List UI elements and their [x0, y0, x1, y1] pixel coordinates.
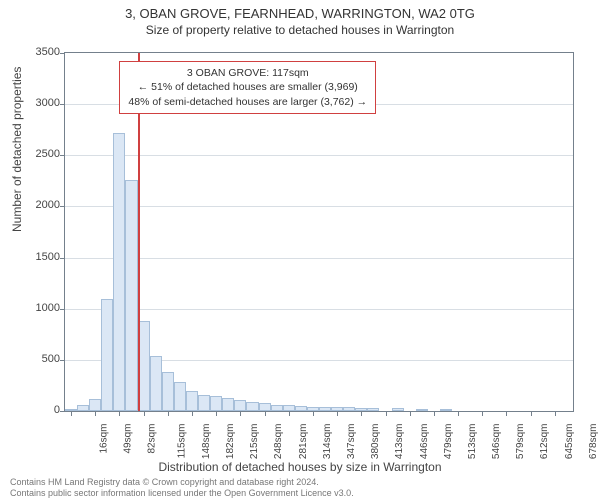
footer-line-1: Contains HM Land Registry data © Crown c… — [10, 477, 354, 487]
histogram-bar — [392, 408, 404, 411]
page-title-2: Size of property relative to detached ho… — [0, 21, 600, 37]
x-tick-label: 49sqm — [123, 424, 134, 454]
x-tick-label: 513sqm — [467, 424, 478, 460]
x-tick-mark — [289, 411, 290, 416]
histogram-bar — [222, 398, 234, 411]
y-tick-mark — [60, 411, 65, 412]
x-tick-label: 446sqm — [419, 424, 430, 460]
x-tick-label: 82sqm — [147, 424, 158, 454]
histogram-bar — [101, 299, 113, 412]
x-tick-mark — [71, 411, 72, 416]
x-tick-label: 645sqm — [564, 424, 575, 460]
histogram-bar — [186, 391, 198, 411]
y-tick-label: 2500 — [6, 148, 60, 160]
x-tick-label: 16sqm — [99, 424, 110, 454]
x-tick-label: 380sqm — [370, 424, 381, 460]
y-tick-mark — [60, 155, 65, 156]
property-annotation: 3 OBAN GROVE: 117sqm← 51% of detached ho… — [119, 61, 376, 114]
x-tick-label: 281sqm — [298, 424, 309, 460]
y-tick-label: 500 — [6, 353, 60, 365]
histogram-bar — [295, 406, 307, 411]
footer-attribution: Contains HM Land Registry data © Crown c… — [10, 477, 354, 498]
x-tick-label: 148sqm — [201, 424, 212, 460]
y-tick-mark — [60, 206, 65, 207]
x-tick-label: 347sqm — [346, 424, 357, 460]
grid-line — [65, 206, 573, 207]
histogram-bar — [77, 405, 89, 411]
y-tick-label: 3000 — [6, 97, 60, 109]
x-tick-mark — [434, 411, 435, 416]
x-tick-label: 314sqm — [322, 424, 333, 460]
x-tick-mark — [555, 411, 556, 416]
x-tick-mark — [482, 411, 483, 416]
histogram-bar — [343, 407, 355, 411]
x-tick-mark — [531, 411, 532, 416]
annotation-line: 48% of semi-detached houses are larger (… — [128, 95, 367, 109]
histogram-bar — [150, 356, 162, 411]
histogram-bar — [198, 395, 210, 411]
x-tick-mark — [95, 411, 96, 416]
x-tick-mark — [386, 411, 387, 416]
grid-line — [65, 155, 573, 156]
x-tick-mark — [410, 411, 411, 416]
grid-line — [65, 258, 573, 259]
x-tick-label: 182sqm — [225, 424, 236, 460]
x-tick-label: 248sqm — [273, 424, 284, 460]
x-tick-label: 413sqm — [394, 424, 405, 460]
histogram-bar — [234, 400, 246, 411]
x-tick-mark — [313, 411, 314, 416]
chart-plot-area: 3 OBAN GROVE: 117sqm← 51% of detached ho… — [64, 52, 574, 412]
histogram-bar — [246, 402, 258, 411]
x-tick-label: 215sqm — [249, 424, 260, 460]
histogram-bar — [319, 407, 331, 411]
y-tick-mark — [60, 360, 65, 361]
histogram-bar — [174, 382, 186, 411]
histogram-bar — [210, 396, 222, 411]
y-tick-mark — [60, 309, 65, 310]
histogram-bar — [367, 408, 379, 411]
x-tick-mark — [168, 411, 169, 416]
y-tick-label: 1500 — [6, 251, 60, 263]
y-tick-label: 0 — [6, 404, 60, 416]
y-tick-label: 3500 — [6, 46, 60, 58]
grid-line — [65, 309, 573, 310]
x-tick-label: 479sqm — [443, 424, 454, 460]
x-tick-mark — [216, 411, 217, 416]
x-tick-mark — [458, 411, 459, 416]
x-tick-mark — [506, 411, 507, 416]
histogram-bar — [440, 409, 452, 411]
x-tick-label: 678sqm — [588, 424, 599, 460]
x-tick-label: 612sqm — [540, 424, 551, 460]
histogram-bar — [271, 405, 283, 411]
annotation-line: 3 OBAN GROVE: 117sqm — [128, 66, 367, 80]
y-tick-label: 2000 — [6, 199, 60, 211]
histogram-bar — [416, 409, 428, 411]
histogram-bar — [125, 180, 137, 411]
histogram-bar — [89, 399, 101, 411]
histogram-bar — [259, 403, 271, 411]
footer-line-2: Contains public sector information licen… — [10, 488, 354, 498]
x-tick-label: 579sqm — [515, 424, 526, 460]
x-tick-mark — [265, 411, 266, 416]
x-tick-mark — [361, 411, 362, 416]
x-tick-mark — [240, 411, 241, 416]
page-title-1: 3, OBAN GROVE, FEARNHEAD, WARRINGTON, WA… — [0, 0, 600, 21]
histogram-bar — [113, 133, 125, 411]
x-axis-label: Distribution of detached houses by size … — [0, 460, 600, 474]
y-tick-mark — [60, 104, 65, 105]
x-tick-mark — [144, 411, 145, 416]
y-tick-mark — [60, 258, 65, 259]
histogram-bar — [162, 372, 174, 411]
x-tick-label: 115sqm — [176, 424, 187, 459]
y-tick-mark — [60, 53, 65, 54]
annotation-line: ← 51% of detached houses are smaller (3,… — [128, 80, 367, 94]
x-tick-mark — [119, 411, 120, 416]
x-tick-mark — [337, 411, 338, 416]
y-tick-label: 1000 — [6, 302, 60, 314]
x-tick-label: 546sqm — [491, 424, 502, 460]
x-tick-mark — [192, 411, 193, 416]
